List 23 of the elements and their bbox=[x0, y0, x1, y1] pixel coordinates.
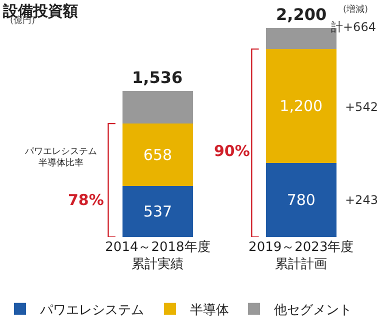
x-tick-label: 2019～2023年度累計計画 bbox=[248, 239, 354, 272]
legend-label: 半導体 bbox=[190, 302, 229, 318]
bar bbox=[122, 186, 193, 237]
total-label: 2,200 bbox=[276, 5, 327, 24]
annotation: +542 bbox=[345, 100, 378, 114]
data-label: 537 bbox=[143, 202, 172, 221]
data-label: 1,200 bbox=[280, 97, 323, 116]
bar bbox=[122, 91, 193, 124]
total-label: 1,536 bbox=[132, 68, 183, 87]
bar bbox=[122, 124, 193, 186]
annotation: 90% bbox=[214, 142, 250, 160]
annotation: パワエレシステム半導体比率 bbox=[24, 147, 97, 169]
annotation: 78% bbox=[68, 191, 104, 209]
bar bbox=[266, 49, 336, 163]
text: (増減) bbox=[343, 4, 368, 15]
x-tick-label: 2014～2018年度累計実績 bbox=[105, 239, 210, 272]
annotation: +243 bbox=[345, 193, 378, 207]
legend-label: パワエレシステム bbox=[39, 302, 144, 318]
legend-label: 他セグメント bbox=[274, 302, 352, 318]
data-label: 780 bbox=[286, 190, 316, 209]
annotation: 計+664 bbox=[331, 20, 376, 34]
data-label: 658 bbox=[143, 146, 172, 164]
bar bbox=[266, 162, 336, 237]
